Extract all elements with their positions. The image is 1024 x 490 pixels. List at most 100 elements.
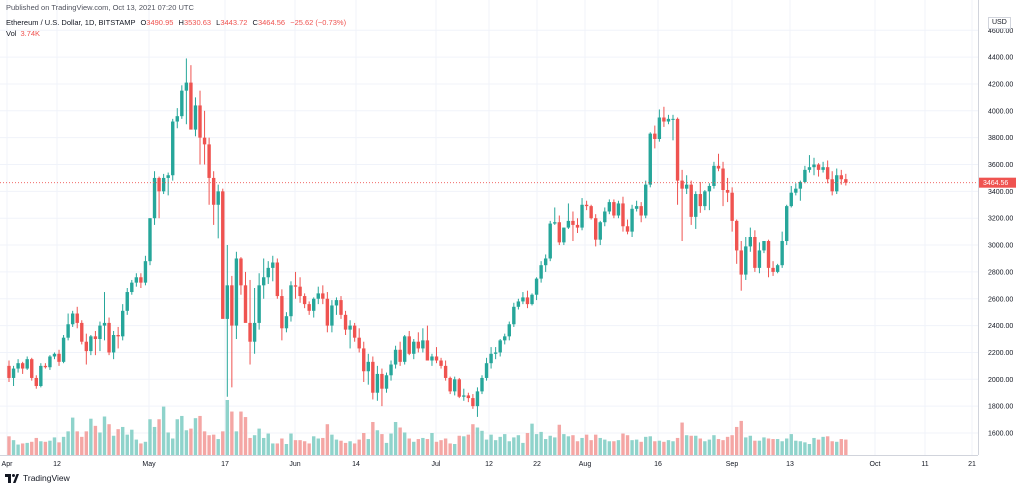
candle-body (639, 206, 643, 216)
volume-bar (812, 437, 816, 455)
volume-bar (157, 419, 161, 455)
low-label: L (216, 18, 221, 27)
volume-bar (211, 434, 216, 455)
volume-bar (821, 436, 825, 455)
candle-body (480, 377, 484, 392)
chart-axes: 1600.00 1800.00 2000.00 2200.00 2400.00 2600.… (0, 0, 1013, 468)
volume-bar (439, 440, 443, 455)
candle-body (202, 137, 207, 145)
volume-bar (271, 443, 275, 455)
candle-body (612, 202, 616, 216)
volume-bar (466, 434, 471, 455)
brand-name: TradingView (23, 473, 70, 483)
volume-bar (766, 438, 771, 455)
candle-body (607, 202, 612, 212)
volume-bar (662, 441, 666, 455)
volume-bar (316, 438, 320, 455)
candle-body (653, 133, 657, 139)
candle-body (352, 325, 357, 338)
volume-bar (775, 439, 780, 455)
candle-body (471, 398, 475, 407)
time-tick-label: 16 (654, 461, 662, 468)
volume-bar (52, 437, 57, 455)
candle-body (193, 105, 198, 130)
candle-body (553, 222, 557, 224)
volume-bar (734, 426, 739, 455)
volume-bar (343, 442, 348, 455)
candle-body (648, 133, 652, 185)
candle-body (816, 164, 821, 170)
tradingview-brand[interactable]: TradingView (5, 473, 70, 483)
candle-body (443, 365, 448, 378)
volume-bar (93, 425, 98, 455)
volume-bar (721, 440, 725, 455)
candle-body (775, 265, 780, 272)
candle-body (348, 325, 352, 330)
volume-bar (312, 436, 316, 455)
candle-body (48, 356, 52, 368)
open-value: 3490.95 (146, 18, 174, 27)
candle-body (730, 192, 734, 221)
volume-bar (716, 439, 721, 455)
candle-body (171, 121, 175, 176)
volume-bar (684, 435, 689, 455)
candle-body (689, 184, 693, 217)
volume-bar (98, 432, 102, 455)
volume-bar (130, 429, 134, 455)
candle-body (543, 258, 548, 266)
volume-bar (807, 444, 812, 455)
volume-bar (425, 439, 430, 455)
candle-body (562, 227, 566, 243)
candle-body (93, 336, 98, 340)
high-label: H (178, 18, 184, 27)
candle-body (366, 361, 370, 372)
volume-bar (794, 440, 798, 455)
candle-body (371, 361, 375, 393)
candle-body (89, 336, 93, 352)
volume-bar (239, 411, 243, 455)
candle-body (684, 184, 689, 189)
time-tick-label: Apr (2, 461, 14, 468)
candle-body (503, 336, 507, 341)
candle-body (662, 117, 666, 122)
volume-bar (225, 400, 230, 455)
candle-body (307, 304, 311, 311)
volume-bar (193, 418, 198, 455)
candle-body (80, 322, 84, 342)
volume-bar (471, 424, 475, 455)
candle-body (184, 82, 189, 91)
volume-bar (739, 420, 743, 455)
volume-bar (707, 439, 712, 455)
volume-bar (375, 430, 380, 455)
candle-body (603, 211, 607, 223)
price-tick-label: 3800.00 (988, 135, 1013, 142)
volume-bar (616, 440, 621, 455)
candle-body (757, 250, 762, 268)
candle-body (830, 179, 834, 192)
candle-body (771, 267, 775, 272)
volume-bar (207, 435, 211, 455)
volume-bar (671, 441, 675, 455)
volume-bar (57, 442, 61, 455)
volume-bars (7, 400, 848, 455)
candle-body (453, 379, 457, 392)
candle-body (343, 314, 348, 330)
volume-bar (80, 436, 84, 455)
candle-body (121, 310, 125, 337)
volume-bar (362, 433, 366, 455)
price-tick-label: 4400.00 (988, 55, 1013, 62)
candle-body (616, 203, 621, 216)
price-tick-label: 4600.00 (988, 28, 1013, 35)
volume-bar (553, 437, 557, 455)
candle-body (507, 324, 511, 337)
candle-body (766, 241, 771, 268)
currency-button[interactable]: USD (988, 17, 1011, 29)
volume-bar (625, 435, 630, 455)
volume-value: 3.74K (20, 29, 41, 38)
candle-body (575, 224, 580, 228)
volume-bar (534, 434, 539, 455)
candle-body (157, 177, 161, 192)
candle-body (302, 296, 307, 305)
candle-body (789, 192, 793, 207)
